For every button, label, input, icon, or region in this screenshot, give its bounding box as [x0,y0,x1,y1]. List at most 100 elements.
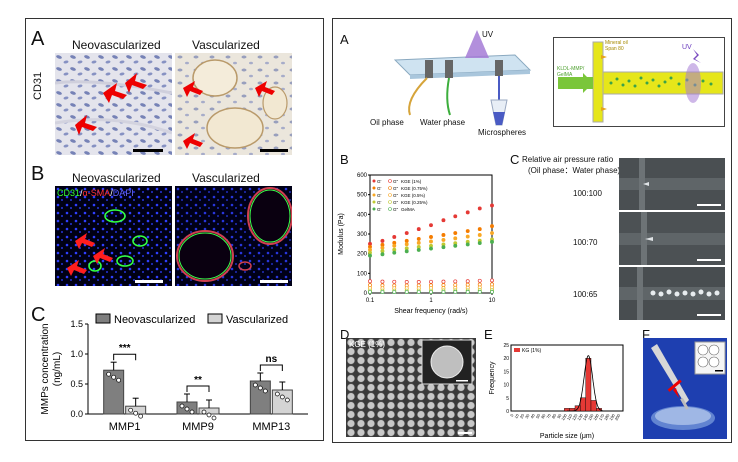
x-tick-label: 50 [535,412,542,419]
x-tick-label: 10 [513,412,520,419]
x-tick-label: 100 [560,412,568,421]
legend-gpp: G'' [393,200,398,205]
if-stain-legend: CD31/α-SMA/DAPI [57,188,134,198]
right-panel-c-letter: C [510,152,520,167]
legend-gp: G' [377,179,382,184]
data-point [211,415,217,421]
left-b-col2: Vascularized [192,171,260,185]
left-figure-frame [25,18,324,441]
x-tick-label: 180 [603,412,611,421]
data-point [380,238,385,243]
data-point [416,236,421,241]
legend-gpp: G'' [393,179,398,184]
legend-marker [388,193,392,197]
right-figure-frame [332,18,732,443]
data-point [279,394,285,400]
data-point [404,242,409,247]
legend-marker [372,179,376,183]
water-phase-label: Water phase [420,118,466,127]
y-tick-label: 0 [364,291,368,297]
x-tick-label: 80 [551,412,558,419]
data-point [262,388,268,394]
x-tick-label: 140 [582,412,590,421]
legend-label: GelMA [401,207,415,212]
data-point [257,385,263,391]
left-a-stain: CD31 [32,71,44,100]
left-a-col1: Neovascularized [72,38,161,52]
data-point [189,409,195,415]
cd31-ihc-vascularized-image [175,53,292,155]
data-point [404,231,409,235]
y-tick-label: 600 [357,173,368,179]
data-point [392,243,397,248]
y-tick-label: 1.0 [70,349,83,359]
data-point [453,231,458,235]
data-point [380,252,385,257]
legend-label: KGE (0.25%) [401,200,428,205]
mmp-bar-chart: 0.0 0.5 1.0 1.5 MMPs concentration (ng/mL) Neo… [40,313,308,433]
legend-gpp: G'' [393,193,398,198]
stain-asma: α-SMA [82,188,111,198]
data-point [184,406,190,412]
stain-sep1: / [80,188,83,198]
data-point [111,374,117,380]
x-tick-label: 60 [540,412,547,419]
legend-label: Vascularized [226,314,288,326]
right-panel-b-letter: B [340,152,349,167]
data-point [429,239,433,244]
data-point [429,290,433,294]
red-arrow-icon [67,233,113,276]
uv-beam-icon [465,30,489,58]
fit-curve [567,355,610,412]
y-tick-label: 200 [357,252,368,258]
legend-swatch [95,313,111,324]
particle-size-histogram: 0510152025010203040506070809010011012013… [489,343,624,440]
data-point [128,407,134,413]
data-point [465,210,470,215]
data-point [465,242,470,247]
data-point [441,245,446,250]
legend-marker [388,200,392,204]
data-point [477,289,482,294]
legend-label: KG (1%) [522,348,542,354]
y-tick-label: 400 [357,212,368,218]
data-point [429,279,433,284]
x-tick-label: 10 [489,298,496,304]
data-point [465,289,470,294]
data-point [368,290,372,294]
significance-bracket [186,385,210,392]
data-point [380,245,385,250]
data-point [441,233,446,237]
data-point [252,382,258,388]
data-point [206,412,212,418]
red-arrow-icon [673,388,679,398]
rheology-line-chart: 0 100 200 300 400 500 600 0.1 1 10 Shear frequency… [338,173,496,315]
significance-bracket [259,364,283,371]
data-point [416,290,421,294]
data-point [477,233,482,237]
x-tick-label: 200 [614,412,622,421]
data-point [138,413,144,419]
y-tick-label: 0.0 [70,409,83,419]
x-tick-label: MMP1 [109,421,141,433]
data-point [477,241,482,245]
data-point [392,250,397,255]
data-point [284,397,290,403]
x-tick-label: 190 [608,412,616,421]
data-point [453,279,458,284]
stain-cd31: CD31 [57,188,81,198]
x-axis-label: Shear frequency (rad/s) [394,308,468,315]
y-axis-label: MMPs concentration [40,323,51,414]
bar [585,358,592,412]
left-panel-b-letter: B [31,163,45,185]
data-point [477,206,482,211]
kldl-label: KLDL-MMP/ GelMA [557,66,585,78]
data-point [429,234,433,239]
data-point [441,290,446,294]
x-tick-label: 0 [509,412,515,417]
legend-label: Neovascularized [114,314,195,326]
legend-marker [388,207,392,211]
data-point [441,237,446,242]
oil-phase-label: Oil phase [370,118,404,127]
data-point [416,227,421,232]
